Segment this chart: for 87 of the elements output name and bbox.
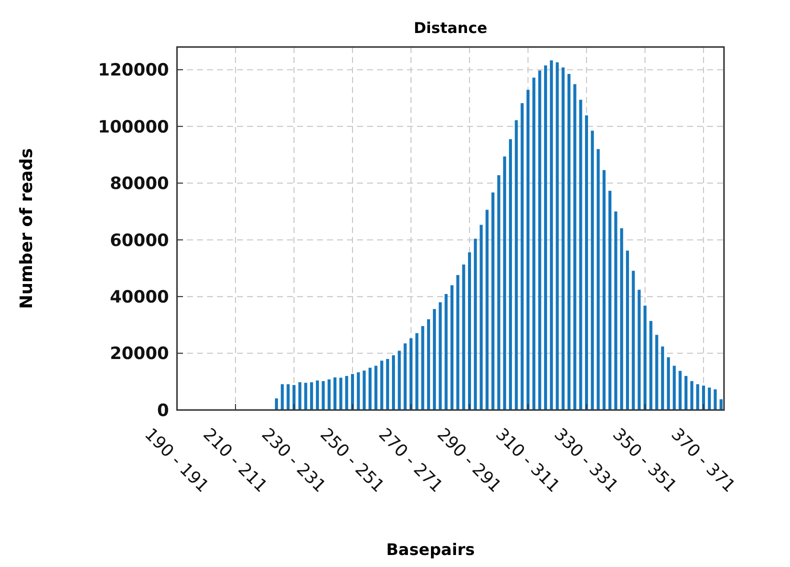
bar [632, 270, 635, 410]
bar [345, 376, 348, 410]
bar [456, 275, 460, 410]
bar [520, 103, 524, 410]
bar [404, 343, 407, 410]
bar [310, 382, 314, 410]
bar [661, 346, 664, 410]
bar [720, 399, 723, 410]
bar [638, 290, 641, 410]
bar [316, 380, 319, 410]
bar [368, 368, 372, 410]
x-axis-title: Basepairs [386, 540, 475, 559]
bar [644, 306, 647, 410]
bar [333, 377, 336, 410]
bar [596, 149, 600, 410]
bar [714, 389, 717, 410]
y-tick-label: 120000 [98, 60, 170, 81]
bar [339, 378, 342, 410]
bar [351, 374, 354, 410]
bar [415, 333, 418, 410]
bar [304, 382, 308, 410]
bar [550, 60, 553, 410]
bar [614, 211, 618, 410]
bar [573, 84, 576, 410]
bar [386, 358, 390, 410]
bar [322, 381, 325, 410]
bar [684, 376, 688, 410]
y-tick-label: 100000 [98, 117, 170, 138]
bar [328, 379, 331, 410]
bar [274, 398, 278, 410]
bar [590, 130, 594, 410]
bar [427, 319, 430, 410]
bar [526, 90, 530, 410]
bar [514, 120, 518, 410]
bar [562, 67, 565, 410]
bar [362, 370, 366, 410]
bar [438, 302, 442, 410]
bar [602, 170, 606, 410]
bar [672, 366, 676, 410]
bar [649, 320, 652, 410]
bar [380, 360, 384, 410]
bar [620, 228, 624, 410]
bar [503, 156, 506, 410]
bar [708, 388, 711, 410]
bar [462, 264, 466, 410]
bar [678, 370, 682, 410]
bar [486, 210, 489, 410]
bar [538, 70, 542, 410]
bar [298, 382, 302, 410]
bar [608, 190, 612, 410]
bar [556, 62, 559, 410]
y-tick-label: 20000 [110, 344, 170, 364]
y-axis-title: Number of reads [17, 148, 37, 309]
bar [702, 386, 706, 410]
bar [468, 252, 472, 410]
y-tick-label: 40000 [110, 288, 170, 308]
bar [432, 309, 436, 410]
bar [444, 294, 448, 410]
bar [544, 65, 548, 410]
bar [690, 381, 694, 410]
bar [474, 238, 477, 410]
bar [655, 334, 658, 410]
bar [374, 366, 378, 410]
bar [579, 100, 582, 410]
bar [585, 115, 588, 410]
bar [356, 372, 360, 410]
bar [696, 384, 700, 410]
chart-title: Distance [414, 19, 488, 37]
y-tick-label: 80000 [110, 174, 170, 194]
bar [567, 74, 570, 410]
y-tick-label: 0 [157, 400, 170, 421]
bar [508, 139, 512, 410]
bar [532, 78, 536, 410]
bar [286, 384, 290, 410]
bar [410, 338, 413, 410]
bar [450, 285, 454, 410]
bar [480, 224, 483, 410]
bar [280, 384, 284, 410]
bar [497, 175, 500, 410]
bar [292, 385, 296, 410]
bar [626, 250, 629, 410]
bar [491, 192, 494, 410]
bar [421, 326, 424, 410]
y-tick-label: 60000 [110, 230, 170, 251]
bar [666, 357, 670, 410]
bar [392, 355, 395, 410]
bar [398, 350, 401, 410]
